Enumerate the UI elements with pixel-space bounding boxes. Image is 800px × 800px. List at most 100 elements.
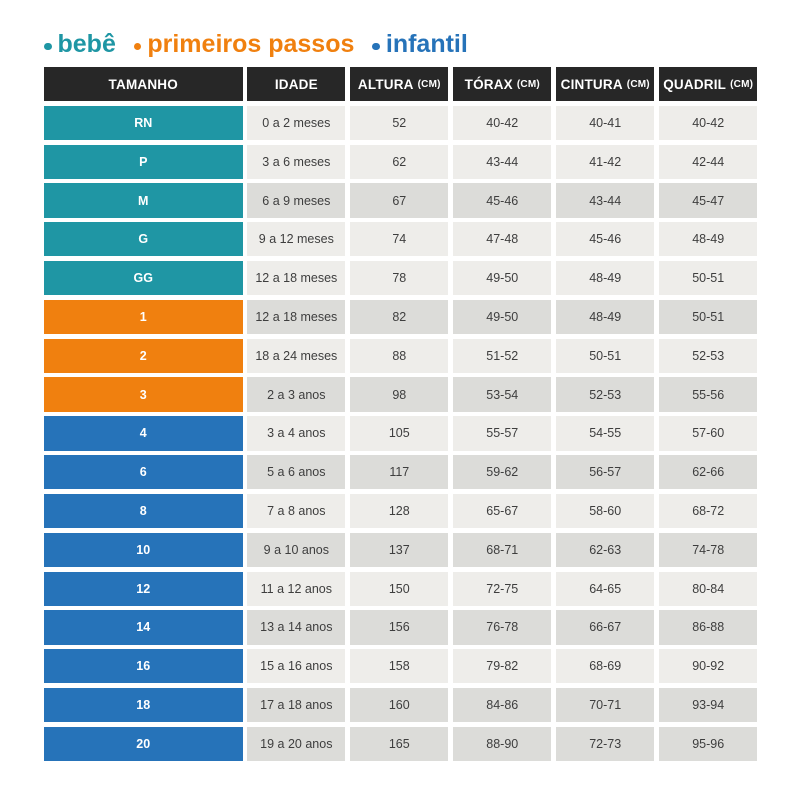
bullet-dot-icon xyxy=(133,42,142,51)
cell-torax-row4: 47-48 xyxy=(453,222,552,257)
cell-altura-row15: 158 xyxy=(350,649,449,684)
cell-torax-row2: 43-44 xyxy=(453,144,552,179)
cell-cintura-row8: 52-53 xyxy=(556,377,655,412)
cell-altura-row6: 82 xyxy=(350,299,449,335)
legend-item-bebe: bebê xyxy=(44,31,116,57)
cell-cintura-row5: 48-49 xyxy=(556,261,655,296)
cell-idade-row4: 9 a 12 meses xyxy=(247,222,346,257)
cell-cintura-row15: 68-69 xyxy=(556,649,655,684)
cell-altura-row3: 67 xyxy=(350,183,449,218)
column-header-unit: (CM) xyxy=(626,78,650,90)
cell-altura-row17: 165 xyxy=(350,726,449,761)
column-header-quadril: QUADRIL (CM) xyxy=(659,67,758,102)
cell-cintura-row11: 58-60 xyxy=(556,493,655,529)
cell-quadril-row10: 62-66 xyxy=(659,455,758,490)
cell-quadril-row17: 95-96 xyxy=(659,726,758,761)
cell-torax-row10: 59-62 xyxy=(453,455,552,490)
cell-cintura-row12: 62-63 xyxy=(556,532,655,567)
cell-idade-row3: 6 a 9 meses xyxy=(247,183,346,218)
cell-torax-row14: 76-78 xyxy=(453,610,552,645)
cell-quadril-row7: 52-53 xyxy=(659,338,758,373)
size-cell-8: 8 xyxy=(44,493,243,529)
column-header-cintura: CINTURA (CM) xyxy=(556,67,655,102)
cell-altura-row9: 105 xyxy=(350,416,449,451)
cell-quadril-row1: 40-42 xyxy=(659,105,758,141)
size-cell-16: 16 xyxy=(44,649,243,684)
cell-idade-row12: 9 a 10 anos xyxy=(247,532,346,567)
size-cell-G: G xyxy=(44,222,243,257)
cell-quadril-row2: 42-44 xyxy=(659,144,758,179)
cell-idade-row17: 19 a 20 anos xyxy=(247,726,346,761)
cell-idade-row16: 17 a 18 anos xyxy=(247,687,346,723)
column-header-idade: IDADE xyxy=(247,67,346,102)
column-header-label: TAMANHO xyxy=(108,76,178,92)
cell-idade-row5: 12 a 18 meses xyxy=(247,261,346,296)
cell-torax-row8: 53-54 xyxy=(453,377,552,412)
cell-quadril-row14: 86-88 xyxy=(659,610,758,645)
cell-cintura-row2: 41-42 xyxy=(556,144,655,179)
cell-torax-row3: 45-46 xyxy=(453,183,552,218)
size-cell-2: 2 xyxy=(44,338,243,373)
size-chart-table: TAMANHO IDADE ALTURA (CM) TÓRAX (CM) CINTURA (C… xyxy=(44,67,758,761)
column-header-unit: (CM) xyxy=(417,78,441,90)
size-cell-18: 18 xyxy=(44,687,243,723)
column-header-label: CINTURA xyxy=(560,76,623,92)
cell-quadril-row12: 74-78 xyxy=(659,532,758,567)
size-cell-14: 14 xyxy=(44,610,243,645)
cell-quadril-row6: 50-51 xyxy=(659,299,758,335)
legend: bebê primeiros passos infantil xyxy=(44,31,468,57)
size-cell-P: P xyxy=(44,144,243,179)
cell-quadril-row3: 45-47 xyxy=(659,183,758,218)
cell-idade-row1: 0 a 2 meses xyxy=(247,105,346,141)
column-header-tamanho: TAMANHO xyxy=(44,67,243,102)
cell-altura-row11: 128 xyxy=(350,493,449,529)
cell-quadril-row13: 80-84 xyxy=(659,571,758,606)
cell-altura-row16: 160 xyxy=(350,687,449,723)
cell-cintura-row3: 43-44 xyxy=(556,183,655,218)
size-cell-GG: GG xyxy=(44,261,243,296)
size-cell-6: 6 xyxy=(44,455,243,490)
column-header-label: ALTURA xyxy=(357,76,414,92)
column-header-label: TÓRAX xyxy=(464,76,513,92)
cell-torax-row9: 55-57 xyxy=(453,416,552,451)
cell-quadril-row8: 55-56 xyxy=(659,377,758,412)
cell-altura-row4: 74 xyxy=(350,222,449,257)
cell-idade-row6: 12 a 18 meses xyxy=(247,299,346,335)
cell-idade-row8: 2 a 3 anos xyxy=(247,377,346,412)
cell-quadril-row16: 93-94 xyxy=(659,687,758,723)
cell-idade-row10: 5 a 6 anos xyxy=(247,455,346,490)
cell-altura-row2: 62 xyxy=(350,144,449,179)
cell-idade-row13: 11 a 12 anos xyxy=(247,571,346,606)
cell-altura-row5: 78 xyxy=(350,261,449,296)
cell-altura-row14: 156 xyxy=(350,610,449,645)
cell-idade-row7: 18 a 24 meses xyxy=(247,338,346,373)
size-cell-20: 20 xyxy=(44,726,243,761)
size-cell-12: 12 xyxy=(44,571,243,606)
size-cell-M: M xyxy=(44,183,243,218)
size-cell-10: 10 xyxy=(44,532,243,567)
cell-quadril-row5: 50-51 xyxy=(659,261,758,296)
bullet-dot-icon xyxy=(372,42,380,51)
cell-cintura-row7: 50-51 xyxy=(556,338,655,373)
cell-idade-row2: 3 a 6 meses xyxy=(247,144,346,179)
column-header-label: QUADRIL xyxy=(663,76,727,92)
cell-quadril-row9: 57-60 xyxy=(659,416,758,451)
cell-altura-row12: 137 xyxy=(350,532,449,567)
size-cell-3: 3 xyxy=(44,377,243,412)
column-header-altura: ALTURA (CM) xyxy=(350,67,449,102)
column-header-torax: TÓRAX (CM) xyxy=(453,67,552,102)
legend-item-primeiros_passos: primeiros passos xyxy=(133,31,354,57)
cell-torax-row15: 79-82 xyxy=(453,649,552,684)
cell-cintura-row16: 70-71 xyxy=(556,687,655,723)
column-header-unit: (CM) xyxy=(730,78,754,90)
size-cell-1: 1 xyxy=(44,299,243,335)
legend-item-infantil: infantil xyxy=(372,30,468,58)
cell-idade-row11: 7 a 8 anos xyxy=(247,493,346,529)
cell-torax-row12: 68-71 xyxy=(453,532,552,567)
cell-quadril-row11: 68-72 xyxy=(659,493,758,529)
cell-torax-row5: 49-50 xyxy=(453,261,552,296)
column-header-unit: (CM) xyxy=(516,78,540,90)
cell-torax-row11: 65-67 xyxy=(453,493,552,529)
legend-label: infantil xyxy=(385,30,468,58)
